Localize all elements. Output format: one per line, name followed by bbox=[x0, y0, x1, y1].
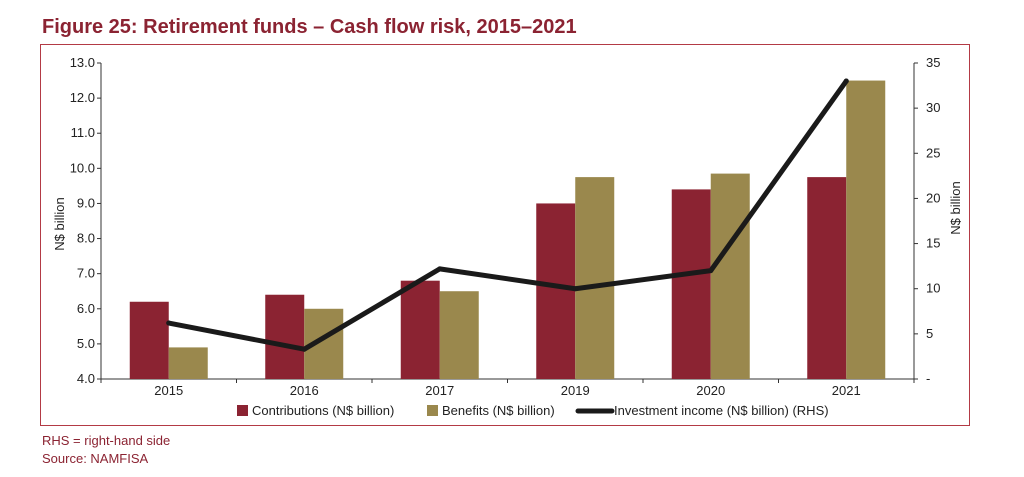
y-tick-label-right: 10 bbox=[926, 281, 940, 296]
point-investment-income bbox=[708, 268, 714, 274]
point-investment-income bbox=[843, 78, 849, 84]
line-investment-income bbox=[166, 78, 849, 352]
y-tick-label-left: 7.0 bbox=[77, 266, 95, 281]
bar-contributions bbox=[265, 294, 305, 379]
legend-label-investment: Investment income (N$ billion) (RHS) bbox=[614, 403, 829, 418]
y-tick-label-right: 30 bbox=[926, 100, 940, 115]
point-investment-income bbox=[166, 320, 172, 326]
bar-contributions bbox=[536, 203, 576, 379]
y-tick-label-left: 4.0 bbox=[77, 371, 95, 386]
y-tick-label-left: 6.0 bbox=[77, 301, 95, 316]
x-tick-label: 2019 bbox=[561, 383, 590, 398]
y-tick-label-left: 9.0 bbox=[77, 195, 95, 210]
y-axis-label-right: N$ billion bbox=[948, 181, 963, 234]
bar-contributions bbox=[807, 177, 847, 379]
y-tick-label-left: 5.0 bbox=[77, 336, 95, 351]
legend: Contributions (N$ billion) Benefits (N$ … bbox=[237, 403, 829, 418]
note-source: Source: NAMFISA bbox=[42, 451, 149, 466]
y-tick-label-right: 20 bbox=[926, 190, 940, 205]
x-tick-label: 2015 bbox=[154, 383, 183, 398]
y-axis-label-left: N$ billion bbox=[52, 197, 67, 250]
bar-benefits bbox=[846, 80, 886, 380]
y-tick-label-left: 8.0 bbox=[77, 231, 95, 246]
note-rhs: RHS = right-hand side bbox=[42, 433, 171, 448]
chart-frame bbox=[40, 44, 970, 426]
bar-contributions bbox=[129, 301, 169, 379]
figure-title: Figure 25: Retirement funds – Cash flow … bbox=[42, 16, 577, 38]
legend-swatch-benefits bbox=[427, 405, 438, 416]
bar-contributions bbox=[671, 189, 711, 379]
bar-benefits bbox=[575, 177, 615, 379]
bar-benefits bbox=[710, 173, 750, 379]
legend-swatch-contributions bbox=[237, 405, 248, 416]
y-tick-label-left: 10.0 bbox=[70, 160, 95, 175]
y-tick-label-left: 13.0 bbox=[70, 55, 95, 70]
y-tick-label-right: 15 bbox=[926, 236, 940, 251]
x-tick-label: 2020 bbox=[696, 383, 725, 398]
point-investment-income bbox=[572, 286, 578, 292]
bar-contributions bbox=[400, 280, 440, 379]
legend-label-benefits: Benefits (N$ billion) bbox=[442, 403, 555, 418]
plot-area: 4.0 5.0 6.0 7.0 8.0 9.0 10.0 11.0 12.0 13.0 - 5 10 15… bbox=[70, 55, 941, 398]
x-tick-label: 2017 bbox=[425, 383, 454, 398]
y-tick-label-left: 12.0 bbox=[70, 90, 95, 105]
bar-benefits bbox=[168, 347, 208, 379]
point-investment-income bbox=[301, 346, 307, 352]
bar-benefits bbox=[439, 291, 479, 379]
y-tick-label-right: 25 bbox=[926, 145, 940, 160]
point-investment-income bbox=[437, 266, 443, 272]
x-tick-label: 2021 bbox=[832, 383, 861, 398]
x-tick-label: 2016 bbox=[290, 383, 319, 398]
y-tick-label-left: 11.0 bbox=[71, 125, 95, 140]
y-tick-label-right: - bbox=[926, 371, 930, 386]
legend-label-contributions: Contributions (N$ billion) bbox=[252, 403, 394, 418]
y-tick-label-right: 35 bbox=[926, 55, 940, 70]
y-tick-label-right: 5 bbox=[926, 326, 933, 341]
